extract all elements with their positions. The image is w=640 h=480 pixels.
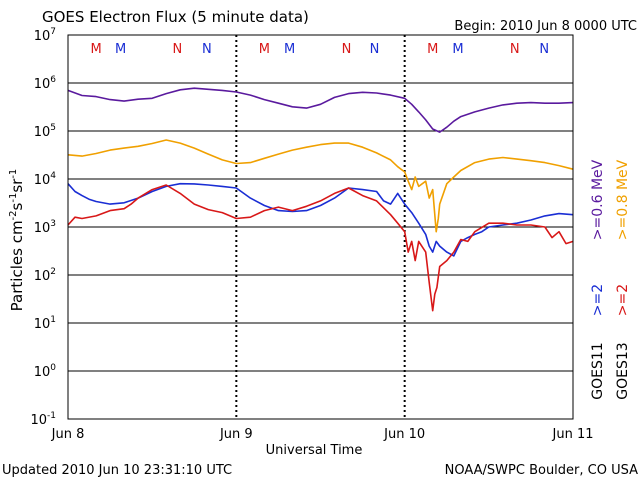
updated-timestamp: Updated 2010 Jun 10 23:31:10 UTC bbox=[2, 463, 232, 478]
legend-label: >=0.6 MeV bbox=[590, 159, 606, 240]
y-axis-label: Particles cm-2s-1sr-1 bbox=[8, 169, 26, 312]
begin-time-label: Begin: 2010 Jun 8 0000 UTC bbox=[454, 19, 637, 34]
x-tick-label: Jun 8 bbox=[51, 427, 85, 442]
y-tick-label: 104 bbox=[34, 171, 57, 188]
mn-marker: M bbox=[284, 42, 295, 57]
y-tick-label: 100 bbox=[34, 363, 57, 380]
series-group bbox=[67, 87, 574, 312]
y-tick-label: 10-1 bbox=[30, 411, 56, 428]
mn-marker: N bbox=[510, 42, 520, 57]
y-tick-label: 102 bbox=[34, 267, 56, 284]
x-axis-label: Universal Time bbox=[266, 443, 363, 458]
mn-marker: M bbox=[115, 42, 126, 57]
y-tick-label: 103 bbox=[34, 219, 56, 236]
decade-gridlines bbox=[68, 82, 573, 372]
legend: >=0.6 MeV >=0.8 MeV >=2 >=2 GOES11 GOES13 bbox=[590, 159, 631, 399]
legend-label: >=2 bbox=[590, 284, 606, 316]
x-tick-label: Jun 10 bbox=[383, 427, 425, 442]
mn-marker: N bbox=[370, 42, 380, 57]
mn-marker: N bbox=[342, 42, 352, 57]
mn-marker: M bbox=[90, 42, 101, 57]
day-boundary-ticks bbox=[235, 35, 406, 419]
y-tick-label: 107 bbox=[34, 27, 56, 44]
mn-marker: M bbox=[452, 42, 463, 57]
series-line-orange bbox=[67, 139, 574, 233]
mn-marker: N bbox=[173, 42, 183, 57]
series-line-purple bbox=[67, 87, 574, 133]
y-tick-label: 105 bbox=[34, 123, 56, 140]
series-line-red bbox=[67, 184, 574, 312]
legend-label: >=2 bbox=[615, 284, 631, 316]
legend-label: GOES13 bbox=[615, 342, 631, 399]
legend-label: GOES11 bbox=[590, 342, 606, 399]
y-axis-label-text: Particles cm-2s-1sr-1 bbox=[8, 169, 26, 312]
legend-label: >=0.8 MeV bbox=[615, 159, 631, 240]
chart-title: GOES Electron Flux (5 minute data) bbox=[42, 8, 309, 26]
y-tick-labels: 107 106 105 104 103 102 101 100 10-1 bbox=[30, 27, 56, 428]
x-tick-labels: Jun 8 Jun 9 Jun 10 Jun 11 bbox=[51, 427, 594, 442]
credit-label: NOAA/SWPC Boulder, CO USA bbox=[445, 463, 638, 478]
y-tick-label: 101 bbox=[34, 315, 56, 332]
mn-marker: N bbox=[539, 42, 549, 57]
x-tick-label: Jun 11 bbox=[552, 427, 594, 442]
x-tick-label: Jun 9 bbox=[219, 427, 253, 442]
series-line-blue bbox=[67, 182, 574, 257]
mn-marker: M bbox=[259, 42, 270, 57]
mn-marker: M bbox=[427, 42, 438, 57]
plot-frame bbox=[67, 34, 574, 420]
y-tick-label: 106 bbox=[34, 75, 57, 92]
mn-marker: N bbox=[202, 42, 212, 57]
